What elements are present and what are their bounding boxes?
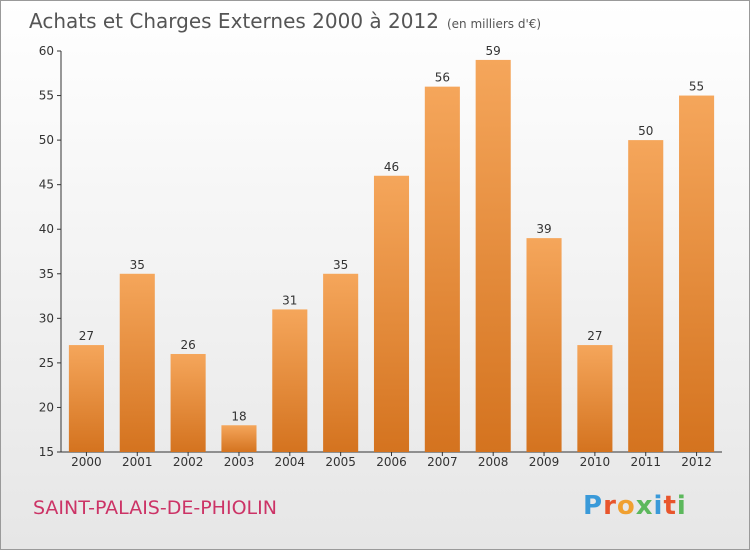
y-tick-label: 15: [39, 445, 54, 459]
bar-value-label: 26: [180, 338, 195, 352]
bar-value-label: 27: [79, 329, 94, 343]
bar: [323, 273, 359, 452]
bar-value-label: 56: [435, 71, 450, 85]
brand-letter: t: [663, 491, 677, 521]
bar: [475, 59, 511, 453]
brand-letter: P: [583, 491, 604, 521]
chart-axes: 15 20 25 30 35 40 45 50 55 60: [39, 44, 722, 459]
x-tick-label: 2008: [478, 455, 509, 469]
bar: [221, 425, 257, 452]
x-tick-label: 2010: [580, 455, 611, 469]
bar: [577, 345, 613, 452]
brand-logo: Proxiti: [583, 491, 687, 521]
chart-subtitle: (en milliers d'€): [446, 17, 542, 31]
bar-value-label: 39: [536, 222, 551, 236]
y-tick-label: 40: [39, 222, 54, 236]
y-tick-label: 20: [39, 400, 54, 414]
y-tick-label: 55: [39, 89, 54, 103]
location-name: SAINT-PALAIS-DE-PHIOLIN: [33, 497, 277, 519]
bar: [272, 309, 308, 452]
x-tick-label: 2003: [224, 455, 255, 469]
x-tick-label: 2006: [376, 455, 407, 469]
x-tick-label: 2000: [71, 455, 102, 469]
chart-title: Achats et Charges Externes 2000 à 2012 (e…: [29, 9, 541, 33]
brand-letter: i: [653, 491, 664, 521]
bar: [119, 273, 155, 452]
bar: [170, 353, 206, 452]
y-tick-label: 25: [39, 356, 54, 370]
x-tick-label: 2009: [529, 455, 560, 469]
bar-value-label: 55: [689, 80, 704, 94]
bar-value-label: 35: [333, 258, 348, 272]
bar: [68, 345, 104, 452]
bar: [679, 95, 715, 453]
chart-title-text: Achats et Charges Externes 2000 à 2012: [29, 9, 439, 33]
x-tick-label: 2004: [275, 455, 306, 469]
brand-letter: o: [616, 491, 636, 521]
bar-value-label: 35: [130, 258, 145, 272]
bar-value-label: 31: [282, 293, 297, 307]
brand-letter: x: [635, 491, 654, 521]
bar-value-label: 50: [638, 124, 653, 138]
brand-letter: i: [676, 491, 687, 521]
bar: [526, 238, 562, 452]
x-tick-label: 2002: [173, 455, 204, 469]
y-tick-label: 35: [39, 267, 54, 281]
chart-labels: 27 2000 35 2001 26 2002 18 2003 31 2004 35 2005 46 20…: [71, 44, 712, 469]
x-tick-label: 2005: [325, 455, 356, 469]
bar-value-label: 46: [384, 160, 399, 174]
y-tick-label: 60: [39, 44, 54, 58]
bar-value-label: 18: [231, 409, 246, 423]
y-tick-label: 30: [39, 311, 54, 325]
y-tick-label: 45: [39, 178, 54, 192]
bar: [628, 140, 664, 452]
bar-value-label: 27: [587, 329, 602, 343]
x-tick-label: 2011: [630, 455, 661, 469]
bar: [424, 86, 460, 453]
x-tick-label: 2007: [427, 455, 458, 469]
chart-bars: [68, 59, 715, 453]
bar: [373, 175, 410, 452]
brand-letter: r: [603, 491, 617, 521]
y-tick-label: 50: [39, 133, 54, 147]
x-tick-label: 2012: [681, 455, 712, 469]
x-tick-label: 2001: [122, 455, 153, 469]
bar-value-label: 59: [486, 44, 501, 58]
